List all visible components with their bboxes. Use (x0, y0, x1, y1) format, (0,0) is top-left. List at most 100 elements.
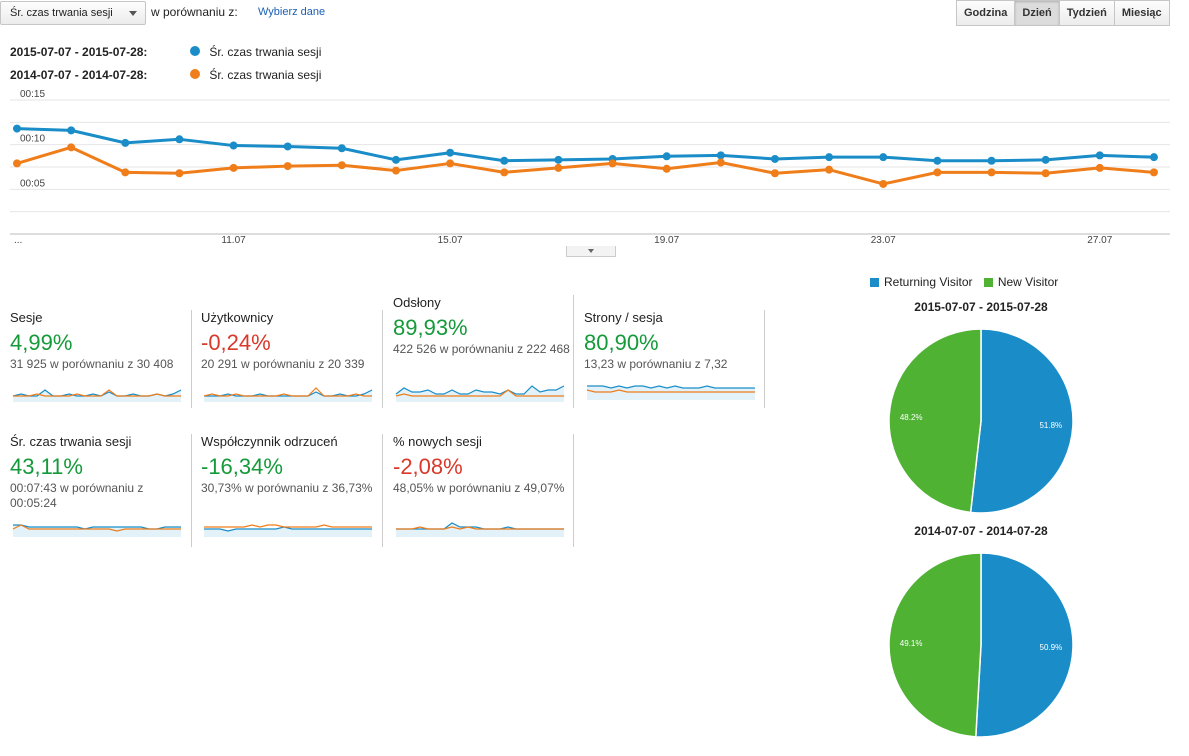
legend-metric-current: Śr. czas trwania sesji (209, 45, 322, 59)
legend-range-previous: 2014-07-07 - 2014-07-28: (10, 68, 148, 82)
sparkline-previous (586, 389, 755, 393)
data-point (283, 142, 292, 151)
scorecard-label: Odsłony (393, 295, 441, 310)
sparkline-previous (13, 389, 181, 397)
granularity-day-button[interactable]: Dzień (1014, 0, 1060, 26)
granularity-week-button[interactable]: Tydzień (1058, 0, 1115, 26)
scorecard-divider (191, 310, 192, 408)
scorecard-percent: 4,99% (10, 330, 73, 355)
scorecard-label: Śr. czas trwania sesji (10, 434, 132, 449)
data-point (391, 155, 400, 164)
scorecard[interactable]: Sesje 4,99% 31 925 w porównaniu z 30 408 (10, 310, 190, 372)
sparkline-current (204, 526, 372, 532)
sparkline-area (396, 386, 564, 402)
series-line-previous (16, 145, 1155, 186)
pie-legend-new-label: New Visitor (997, 275, 1059, 289)
scorecard[interactable]: Strony / sesja 80,90% 13,23 w porównaniu z… (584, 310, 764, 372)
data-point (67, 126, 76, 135)
data-point (1041, 169, 1050, 178)
legend-series-previous[interactable]: Śr. czas trwania sesji (190, 68, 321, 82)
pie-legend-returning-label: Returning Visitor (884, 275, 973, 289)
y-tick-label: 00:15 (20, 90, 45, 100)
data-point (825, 153, 834, 162)
metric-select-value: Śr. czas trwania sesji (10, 7, 113, 19)
data-point (229, 163, 238, 172)
scorecard-label: % nowych sesji (393, 434, 482, 449)
scorecard-percent: -2,08% (393, 454, 463, 479)
legend-metric-previous: Śr. czas trwania sesji (209, 68, 322, 82)
data-point (175, 169, 184, 178)
scorecard[interactable]: Odsłony 89,93% 422 526 w porównaniu z 222 … (393, 295, 573, 357)
data-point (1149, 153, 1158, 162)
sparkline-previous (12, 524, 181, 532)
scorecard-comparison: 00:07:43 w porównaniu z 00:05:24 (10, 481, 144, 510)
pie-legend-new[interactable]: New Visitor (983, 275, 1059, 289)
scorecard-sparkline (396, 522, 564, 537)
legend-range-current: 2015-07-07 - 2015-07-28: (10, 45, 148, 59)
scorecard[interactable]: Śr. czas trwania sesji 43,11% 00:07:43 w p… (10, 434, 190, 511)
data-point (500, 168, 509, 177)
data-point (770, 169, 779, 178)
x-tick-label: ... (14, 235, 22, 246)
pie-slice-label: 51.8% (1039, 421, 1062, 430)
data-point (229, 141, 238, 150)
y-tick-label: 00:10 (20, 134, 45, 145)
metric-select[interactable]: Śr. czas trwania sesji (0, 1, 146, 25)
data-point (987, 156, 996, 165)
compare-select-data-link[interactable]: Wybierz dane (258, 6, 326, 18)
data-point (1095, 151, 1104, 160)
data-point (67, 143, 76, 152)
data-point (987, 168, 996, 177)
data-point (662, 152, 671, 161)
compare-label: w porównaniu z: (151, 5, 238, 19)
data-point (1041, 155, 1050, 164)
legend-series-current[interactable]: Śr. czas trwania sesji (190, 45, 321, 59)
data-point (446, 159, 455, 168)
data-point (121, 138, 130, 147)
data-point (13, 124, 21, 133)
x-tick-label: 19.07 (654, 235, 679, 246)
pie-slice-label: 48.2% (900, 413, 923, 422)
scorecard-divider (382, 434, 383, 547)
session-duration-line-chart[interactable]: 00:15 00:10 00:05... 11.07 15.07 19.07 23.07 27… (0, 90, 1170, 250)
pie-slice-label: 50.9% (1040, 643, 1063, 652)
x-tick-label: 27.07 (1087, 235, 1112, 246)
data-point (879, 179, 888, 188)
pie-chart-previous[interactable]: 50.9% 49.1% (885, 549, 1077, 741)
pie-title-current: 2015-07-07 - 2015-07-28 (914, 300, 1048, 314)
x-tick-label: 15.07 (438, 235, 463, 246)
data-point (337, 144, 346, 153)
scorecard-comparison: 48,05% w porównaniu z 49,07% (393, 481, 565, 495)
sparkline-current (396, 522, 564, 530)
pie-legend: Returning Visitor New Visitor (870, 275, 1058, 289)
scorecard-divider (573, 295, 574, 408)
scorecard[interactable]: Użytkownicy -0,24% 20 291 w porównaniu z 2… (201, 310, 381, 372)
data-point (825, 165, 834, 174)
pie-chart-current[interactable]: 51.8% 48.2% (885, 325, 1077, 517)
pie-legend-returning[interactable]: Returning Visitor (870, 275, 973, 289)
sparkline-previous (203, 387, 372, 397)
pie-slice (888, 328, 982, 514)
data-point (933, 156, 942, 165)
scorecard[interactable]: Współczynnik odrzuceń -16,34% 30,73% w por… (201, 434, 381, 496)
scorecard-comparison: 20 291 w porównaniu z 20 339 (201, 357, 365, 371)
sparkline-current (587, 385, 755, 389)
data-point (770, 154, 779, 163)
scorecard-comparison: 30,73% w porównaniu z 36,73% (201, 481, 373, 495)
scorecard-sparkline (395, 385, 565, 402)
data-point (1095, 163, 1104, 172)
scorecard[interactable]: % nowych sesji -2,08% 48,05% w porównaniu … (393, 434, 573, 496)
granularity-hour-button[interactable]: Godzina (956, 0, 1016, 26)
granularity-toggle: Godzina Dzień Tydzień Miesiąc (956, 0, 1170, 26)
sparkline-current (395, 385, 565, 395)
sparkline-previous (395, 389, 564, 397)
pie-title-previous: 2014-07-07 - 2014-07-28 (914, 524, 1048, 538)
legend-dot-blue (190, 46, 200, 56)
sparkline-area (13, 525, 181, 537)
data-point (1149, 168, 1158, 177)
data-point (879, 153, 888, 162)
data-point (13, 159, 21, 168)
data-point (175, 135, 184, 144)
granularity-month-button[interactable]: Miesiąc (1113, 0, 1170, 26)
chart-collapse-handle[interactable] (566, 246, 616, 257)
